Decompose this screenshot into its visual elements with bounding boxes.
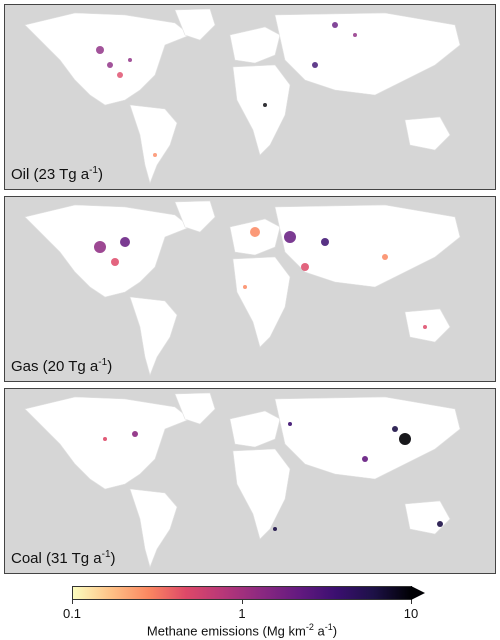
australia-landmass <box>404 116 451 151</box>
australia-landmass <box>404 500 451 535</box>
coal-emission-spots <box>103 422 443 531</box>
world-map <box>24 392 461 568</box>
colorbar-extend-arrow <box>411 586 425 600</box>
asia-landmass <box>274 204 461 288</box>
north-america-landmass <box>24 12 191 106</box>
oil-emission-spots <box>96 22 357 157</box>
australia-landmass <box>404 308 451 343</box>
asia-landmass <box>274 12 461 96</box>
north-america-landmass <box>24 204 191 298</box>
greenland-landmass <box>174 200 216 233</box>
colorbar-tick-label: 1 <box>238 606 246 621</box>
asia-landmass <box>274 396 461 480</box>
coal-map-panel: Coal (31 Tg a-1) <box>4 388 496 574</box>
colorbar-gradient <box>72 586 412 600</box>
greenland-landmass <box>174 392 216 425</box>
coal-panel-label: Coal (31 Tg a-1) <box>11 549 116 567</box>
africa-landmass <box>232 256 291 348</box>
gas-emission-spots <box>94 227 427 329</box>
colorbar-tick-mark <box>242 600 243 604</box>
greenland-landmass <box>174 8 216 41</box>
oil-panel-label: Oil (23 Tg a-1) <box>11 165 103 183</box>
south-america-landmass <box>129 488 178 568</box>
colorbar-tick-label: 10 <box>403 606 419 621</box>
europe-landmass <box>229 410 281 448</box>
africa-landmass <box>232 64 291 156</box>
oil-map-panel: Oil (23 Tg a-1) <box>4 4 496 190</box>
world-map <box>24 200 461 376</box>
gas-panel-label: Gas (20 Tg a-1) <box>11 357 113 375</box>
south-america-landmass <box>129 296 178 376</box>
gas-map-panel: Gas (20 Tg a-1) <box>4 196 496 382</box>
colorbar-tick-mark <box>411 600 412 604</box>
africa-landmass <box>232 448 291 540</box>
colorbar-tick-mark <box>72 600 73 604</box>
north-america-landmass <box>24 396 191 490</box>
south-america-landmass <box>129 104 178 184</box>
world-map <box>24 8 461 184</box>
europe-landmass <box>229 26 281 64</box>
colorbar-title: Methane emissions (Mg km-2 a-1) <box>146 622 338 639</box>
colorbar-legend: 0.1 1 10 Methane emissions (Mg km-2 a-1) <box>63 586 432 639</box>
colorbar-tick-label: 0.1 <box>62 606 82 621</box>
